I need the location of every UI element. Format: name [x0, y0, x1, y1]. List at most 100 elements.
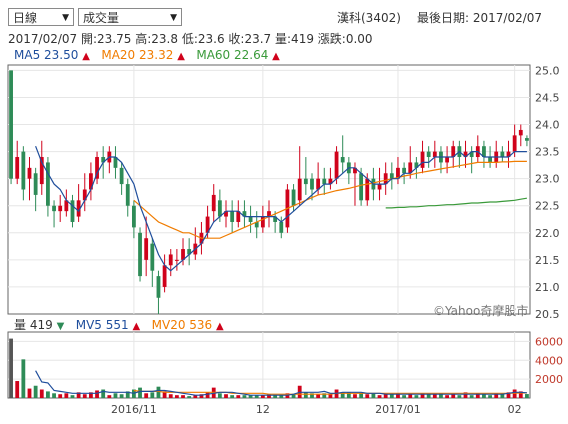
volume-bar — [260, 395, 265, 398]
candle-body — [334, 151, 339, 179]
candle-body — [322, 178, 327, 185]
volume-tick-label: 4000 — [535, 354, 563, 367]
volume-bar — [346, 392, 351, 398]
candle-body — [267, 211, 271, 217]
volume-bar — [426, 394, 431, 398]
volume-bar — [33, 385, 38, 398]
vol-down-arrow-icon: ▼ — [56, 321, 65, 332]
volume-bar — [365, 394, 370, 398]
price-tick-label: 24.0 — [535, 119, 560, 132]
volume-bar — [174, 395, 179, 398]
volume-bar — [217, 393, 222, 398]
volume-bar — [402, 395, 407, 398]
volume-bar — [488, 395, 492, 398]
volume-bar — [482, 394, 486, 398]
candle-body — [224, 211, 228, 217]
volume-bar — [518, 391, 523, 398]
quote-date: 2017/02/07 — [8, 32, 78, 46]
price-panel-frame — [7, 64, 531, 315]
volume-bar — [70, 395, 75, 398]
candle-body — [101, 157, 106, 163]
volume-bar — [445, 395, 449, 398]
period-select[interactable]: 日線 ▼ — [8, 8, 74, 26]
candle-body — [420, 151, 425, 168]
candle-body — [500, 151, 505, 158]
candle-body — [396, 167, 400, 179]
candle-body — [33, 173, 38, 195]
price-tick-label: 22.0 — [535, 227, 560, 240]
price-tick-label: 23.0 — [535, 173, 560, 186]
volume-bar — [150, 392, 155, 398]
candle-body — [432, 151, 437, 158]
volume-bar — [21, 359, 26, 398]
ma5-line — [35, 145, 527, 272]
mv5-up-arrow-icon: ▲ — [132, 321, 141, 332]
volume-bar — [340, 392, 345, 398]
candle-body — [131, 205, 136, 228]
volume-bar — [39, 389, 44, 398]
candle-body — [181, 249, 185, 260]
volume-bar — [353, 394, 357, 398]
volume-bar — [242, 395, 247, 398]
indicator-select[interactable]: 成交量 ▼ — [78, 8, 182, 26]
candle-body — [89, 173, 93, 190]
chevron-down-icon: ▼ — [62, 13, 69, 23]
stock-name: 漢科(3402) — [337, 11, 401, 25]
date-tick-label: 2017/01 — [375, 403, 421, 416]
volume-bar — [193, 395, 198, 398]
volume-bar — [316, 394, 321, 398]
candle-body — [217, 200, 222, 217]
volume-bar — [512, 389, 517, 398]
volume-bar — [439, 393, 443, 398]
volume-bar — [475, 393, 480, 398]
candle-body — [15, 157, 20, 179]
ma60-line — [385, 197, 527, 209]
price-tick-label: 20.5 — [535, 308, 560, 321]
candle-body — [168, 254, 173, 266]
candle-body — [297, 178, 302, 201]
candle-body — [389, 173, 394, 179]
candle-body — [340, 157, 345, 163]
candle-body — [162, 265, 167, 287]
ma20-line — [133, 160, 527, 239]
candle-body — [525, 138, 529, 141]
candle-body — [279, 221, 284, 233]
price-tick-label: 22.5 — [535, 200, 560, 213]
candle-body — [310, 178, 314, 190]
candle-body — [70, 200, 75, 222]
vol-legend: 量 419 — [14, 318, 53, 332]
volume-bar — [279, 395, 284, 398]
volume-bar — [500, 393, 505, 398]
volume-bar — [359, 393, 364, 398]
quote-open: 開:23.75 — [81, 32, 132, 46]
volume-bar — [389, 394, 394, 398]
period-select-value: 日線 — [13, 11, 38, 25]
volume-bar — [463, 392, 468, 398]
candle-body — [144, 238, 149, 260]
volume-bar — [107, 395, 112, 398]
candle-body — [125, 184, 130, 206]
volume-tick-label: 6000 — [535, 335, 563, 348]
volume-bar — [371, 393, 376, 398]
candle-body — [469, 151, 474, 158]
volume-bar — [303, 392, 308, 398]
candle-body — [82, 189, 87, 201]
volume-bar — [328, 394, 333, 398]
volume-bar — [236, 395, 241, 398]
volume-bar — [144, 393, 149, 398]
candle-body — [451, 146, 456, 158]
candle-body — [27, 167, 32, 179]
candle-body — [445, 157, 449, 163]
candle-body — [174, 259, 179, 261]
candle-body — [377, 184, 382, 190]
volume-bar — [254, 395, 259, 398]
volume-bar — [377, 395, 382, 398]
volume-bar — [138, 387, 142, 398]
candle-body — [260, 216, 265, 228]
price-tick-label: 21.5 — [535, 254, 560, 267]
volume-bar — [101, 389, 106, 398]
date-tick-label: 12 — [256, 403, 270, 416]
candle-body — [187, 249, 192, 255]
volume-bar — [113, 393, 118, 398]
candle-body — [46, 162, 50, 206]
